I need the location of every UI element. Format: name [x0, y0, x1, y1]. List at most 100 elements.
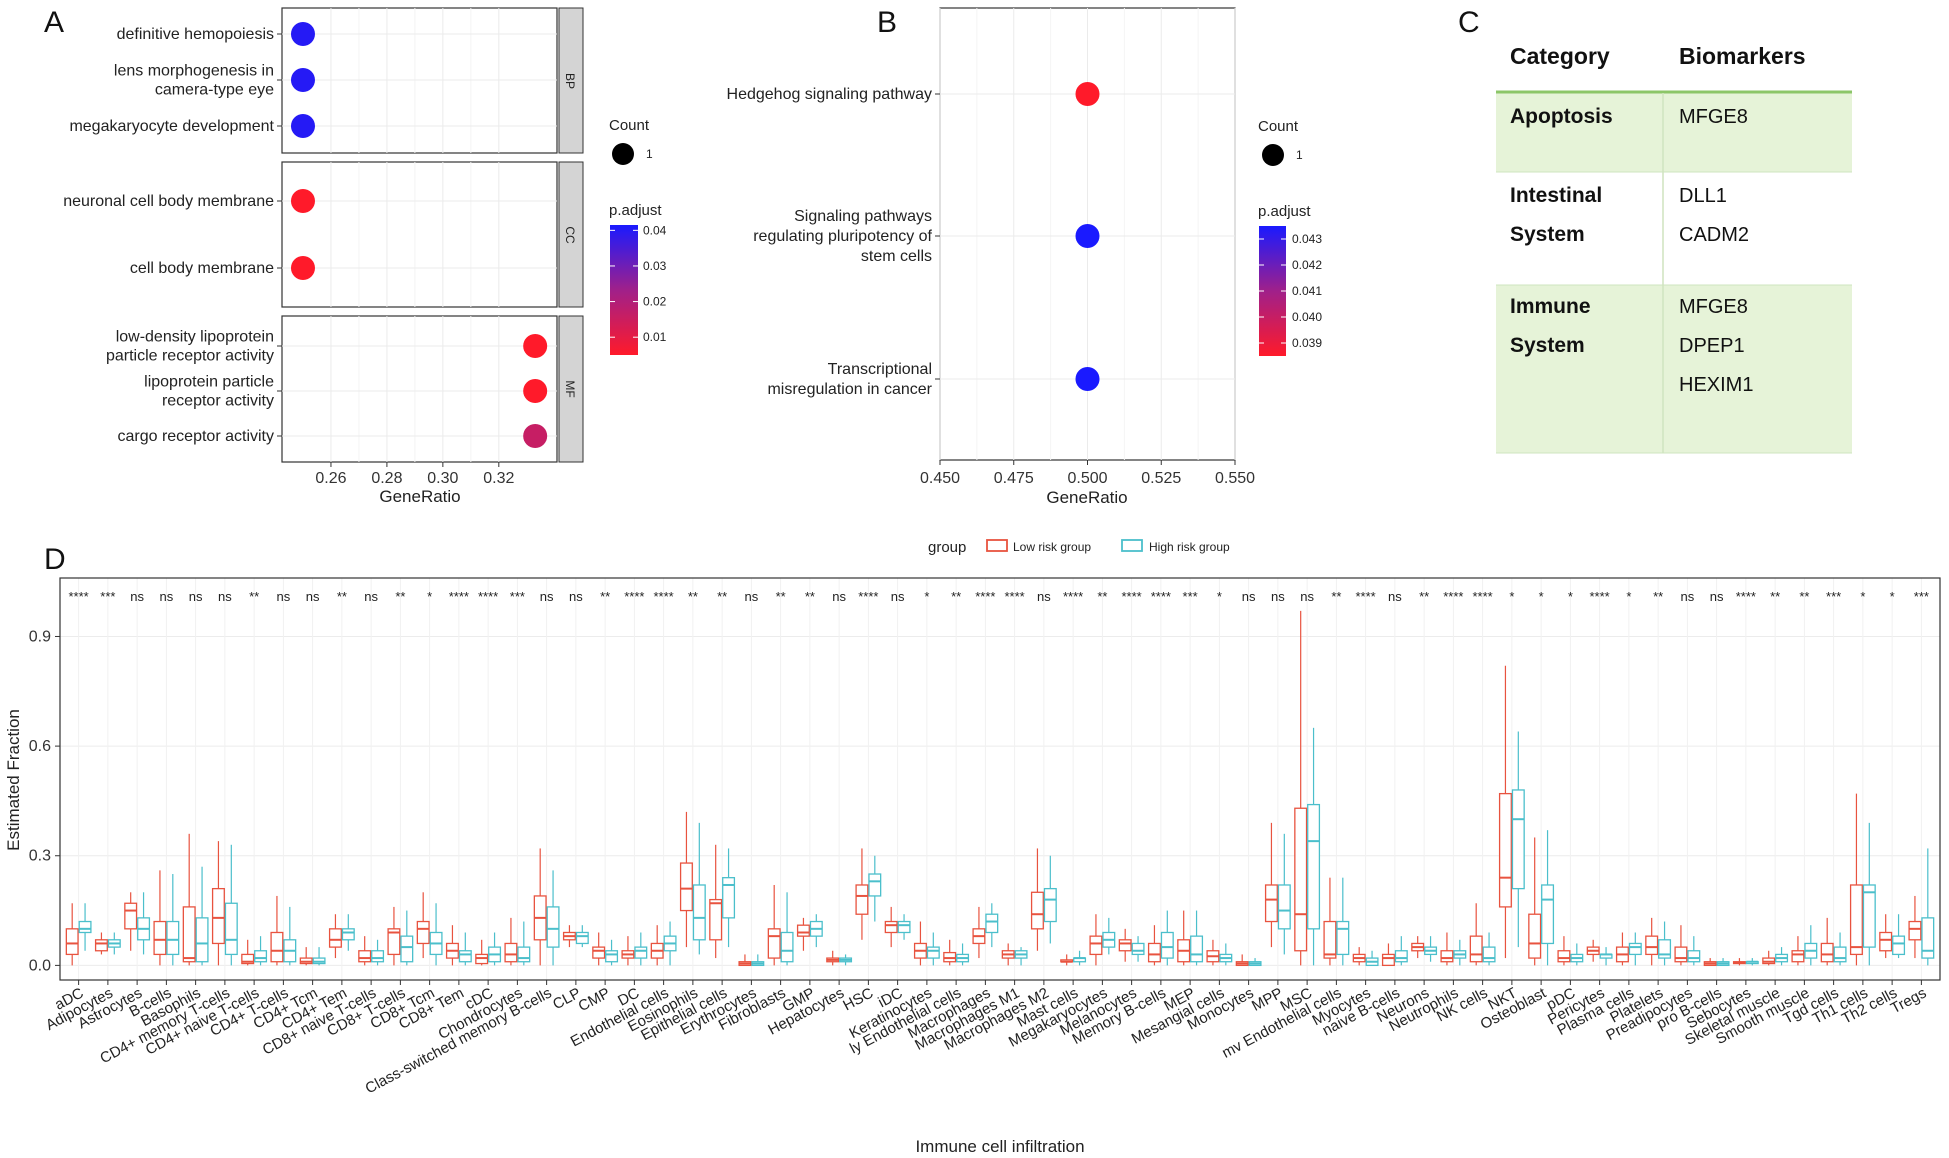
panel-d-plot-area — [59, 577, 1941, 981]
significance-label: ns — [1271, 589, 1285, 604]
significance-label: * — [1509, 589, 1514, 604]
x-tick-label: 0.525 — [1141, 470, 1181, 487]
box-high-risk — [897, 914, 911, 940]
significance-label: ns — [130, 589, 144, 604]
box-low-risk — [913, 921, 927, 966]
box-high-risk — [575, 925, 589, 948]
box-high-risk — [985, 903, 999, 948]
significance-label: **** — [1736, 589, 1756, 604]
dot — [523, 379, 548, 403]
box-high-risk — [839, 954, 853, 966]
significance-label: **** — [1005, 589, 1025, 604]
term-label: definitive hemopoiesis — [117, 26, 274, 43]
significance-label: * — [1860, 589, 1865, 604]
box-low-risk — [1440, 932, 1454, 966]
colorbar-tick-label: 0.02 — [643, 295, 667, 309]
term-label: cargo receptor activity — [117, 428, 274, 445]
significance-label: ** — [337, 589, 347, 604]
significance-label: ** — [249, 589, 259, 604]
x-tick-label: 0.450 — [920, 470, 960, 487]
cell-type-label: HSC — [840, 984, 876, 1014]
panel-a-padjust-legend-title: p.adjust — [609, 202, 662, 219]
dot — [290, 22, 315, 46]
box-low-risk — [679, 811, 693, 948]
box-low-risk — [621, 936, 635, 966]
term-label: neuronal cell body membrane — [63, 193, 274, 210]
box — [1791, 950, 1805, 963]
significance-label: **** — [1151, 589, 1171, 604]
box — [504, 942, 518, 963]
panel-b-count-legend-dot — [1262, 144, 1284, 166]
box-low-risk — [884, 906, 898, 948]
y-tick-label: 0.6 — [29, 738, 51, 755]
box-high-risk — [78, 903, 92, 951]
box-high-risk — [956, 943, 970, 966]
box-high-risk — [1482, 932, 1496, 966]
box — [780, 931, 794, 963]
box — [1147, 942, 1161, 963]
box — [1557, 950, 1571, 963]
dot — [1075, 82, 1100, 106]
significance-label: ns — [1710, 589, 1724, 604]
significance-label: *** — [1183, 589, 1198, 604]
box-low-risk — [1352, 947, 1366, 966]
panel-b-dotplot: Hedgehog signaling pathway Signaling path… — [727, 7, 1322, 507]
significance-label: ** — [805, 589, 815, 604]
box — [1307, 803, 1321, 930]
facet-cc-panel — [281, 161, 558, 308]
box — [1528, 913, 1542, 959]
significance-label: ns — [218, 589, 232, 604]
significance-label: **** — [69, 589, 89, 604]
dot — [523, 334, 548, 358]
box-high-risk — [1131, 936, 1145, 962]
table-category-apoptosis: Apoptosis — [1510, 105, 1613, 128]
box — [1030, 891, 1044, 930]
box — [270, 931, 284, 963]
box-low-risk — [241, 939, 255, 966]
box — [709, 898, 723, 941]
facet-bp-strip — [558, 7, 584, 154]
term-label: stem cells — [861, 248, 932, 265]
box — [387, 928, 401, 956]
facet-cc-strip — [558, 161, 584, 308]
significance-label: *** — [510, 589, 525, 604]
box — [1043, 887, 1057, 923]
box — [1908, 920, 1922, 941]
box — [884, 920, 898, 934]
box-low-risk — [504, 917, 518, 966]
box-high-risk — [663, 921, 677, 966]
box — [195, 917, 209, 963]
panel-a-colorbar — [610, 225, 638, 355]
box-high-risk — [1453, 939, 1467, 966]
box — [94, 939, 108, 952]
significance-label: **** — [1473, 589, 1493, 604]
box-high-risk — [1716, 958, 1730, 967]
significance-label: * — [1568, 589, 1573, 604]
box-high-risk — [1365, 950, 1379, 967]
box-high-risk — [605, 939, 619, 966]
significance-label: **** — [1590, 589, 1610, 604]
significance-label: ** — [600, 589, 610, 604]
table-biomarker: MFGE8 — [1679, 296, 1748, 318]
significance-label: *** — [1826, 589, 1841, 604]
box-low-risk — [153, 870, 167, 966]
box-high-risk — [1219, 943, 1233, 966]
box-low-risk — [445, 925, 459, 966]
significance-label: **** — [975, 589, 995, 604]
box-low-risk — [1849, 793, 1863, 966]
box-high-risk — [1570, 943, 1584, 966]
box — [78, 920, 92, 934]
box-low-risk — [65, 903, 79, 966]
box-low-risk — [972, 906, 986, 959]
box-low-risk — [709, 844, 723, 959]
term-label: cell body membrane — [130, 260, 274, 277]
panel-b-count-legend-title: Count — [1258, 118, 1299, 135]
box — [605, 950, 619, 963]
cell-type-label: CMP — [576, 985, 613, 1016]
panel-b-padjust-legend-title: p.adjust — [1258, 203, 1311, 220]
term-label: lipoprotein particle — [144, 374, 274, 391]
panel-d-y-axis-title: Estimated Fraction — [4, 709, 23, 851]
box — [1820, 942, 1834, 963]
significance-label: **** — [1063, 589, 1083, 604]
significance-label: ns — [745, 589, 759, 604]
